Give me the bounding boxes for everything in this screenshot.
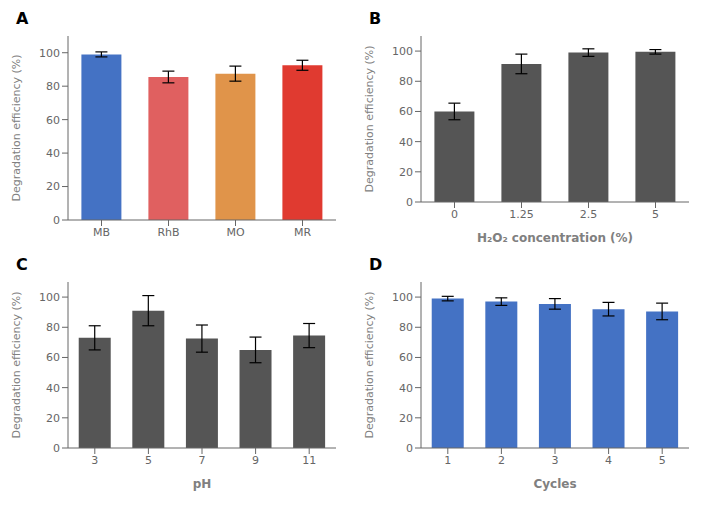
svg-text:Degradation efficiency (%): Degradation efficiency (%) (10, 54, 23, 201)
svg-text:80: 80 (46, 321, 60, 334)
svg-text:5: 5 (659, 454, 666, 467)
svg-text:20: 20 (46, 412, 60, 425)
html-text:D: D (369, 255, 383, 274)
svg-text:40: 40 (399, 136, 413, 149)
svg-text:0: 0 (451, 208, 458, 221)
svg-text:5: 5 (145, 454, 152, 467)
svg-text:20: 20 (399, 166, 413, 179)
html-text:B: B (369, 9, 382, 28)
svg-text:20: 20 (399, 412, 413, 425)
svg-text:100: 100 (39, 291, 60, 304)
svg-text:Degradation efficiency (%): Degradation efficiency (%) (363, 291, 376, 438)
svg-text:2.5: 2.5 (580, 208, 598, 221)
svg-text:40: 40 (46, 147, 60, 160)
svg-text:60: 60 (399, 105, 413, 118)
svg-text:9: 9 (252, 454, 259, 467)
svg-text:Cycles: Cycles (533, 477, 576, 491)
svg-text:40: 40 (399, 382, 413, 395)
svg-text:11: 11 (302, 454, 316, 467)
html-text:A: A (16, 9, 29, 28)
svg-text:Degradation efficiency (%): Degradation efficiency (%) (363, 45, 376, 192)
svg-text:100: 100 (39, 47, 60, 60)
svg-text:60: 60 (46, 114, 60, 127)
svg-text:100: 100 (392, 45, 413, 58)
svg-text:60: 60 (399, 351, 413, 364)
svg-text:80: 80 (46, 80, 60, 93)
svg-text:100: 100 (392, 291, 413, 304)
svg-text:MR: MR (294, 226, 311, 239)
svg-text:7: 7 (199, 454, 206, 467)
svg-text:Degradation efficiency (%): Degradation efficiency (%) (10, 291, 23, 438)
svg-text:3: 3 (552, 454, 559, 467)
svg-text:0: 0 (53, 214, 60, 227)
svg-text:80: 80 (399, 75, 413, 88)
svg-text:5: 5 (652, 208, 659, 221)
svg-text:80: 80 (399, 321, 413, 334)
svg-text:RhB: RhB (157, 226, 179, 239)
svg-text:20: 20 (46, 180, 60, 193)
svg-text:4: 4 (605, 454, 612, 467)
svg-text:40: 40 (46, 382, 60, 395)
svg-text:0: 0 (406, 442, 413, 455)
svg-text:MO: MO (226, 226, 244, 239)
svg-text:0: 0 (53, 442, 60, 455)
svg-text:2: 2 (498, 454, 505, 467)
svg-text:MB: MB (93, 226, 110, 239)
svg-text:0: 0 (406, 196, 413, 209)
svg-text:3: 3 (91, 454, 98, 467)
svg-text:H₂O₂ concentration (%): H₂O₂ concentration (%) (477, 231, 633, 245)
html-text:C: C (16, 255, 28, 274)
svg-text:60: 60 (46, 351, 60, 364)
svg-text:1.25: 1.25 (509, 208, 534, 221)
svg-text:pH: pH (193, 477, 212, 491)
svg-text:1: 1 (444, 454, 451, 467)
